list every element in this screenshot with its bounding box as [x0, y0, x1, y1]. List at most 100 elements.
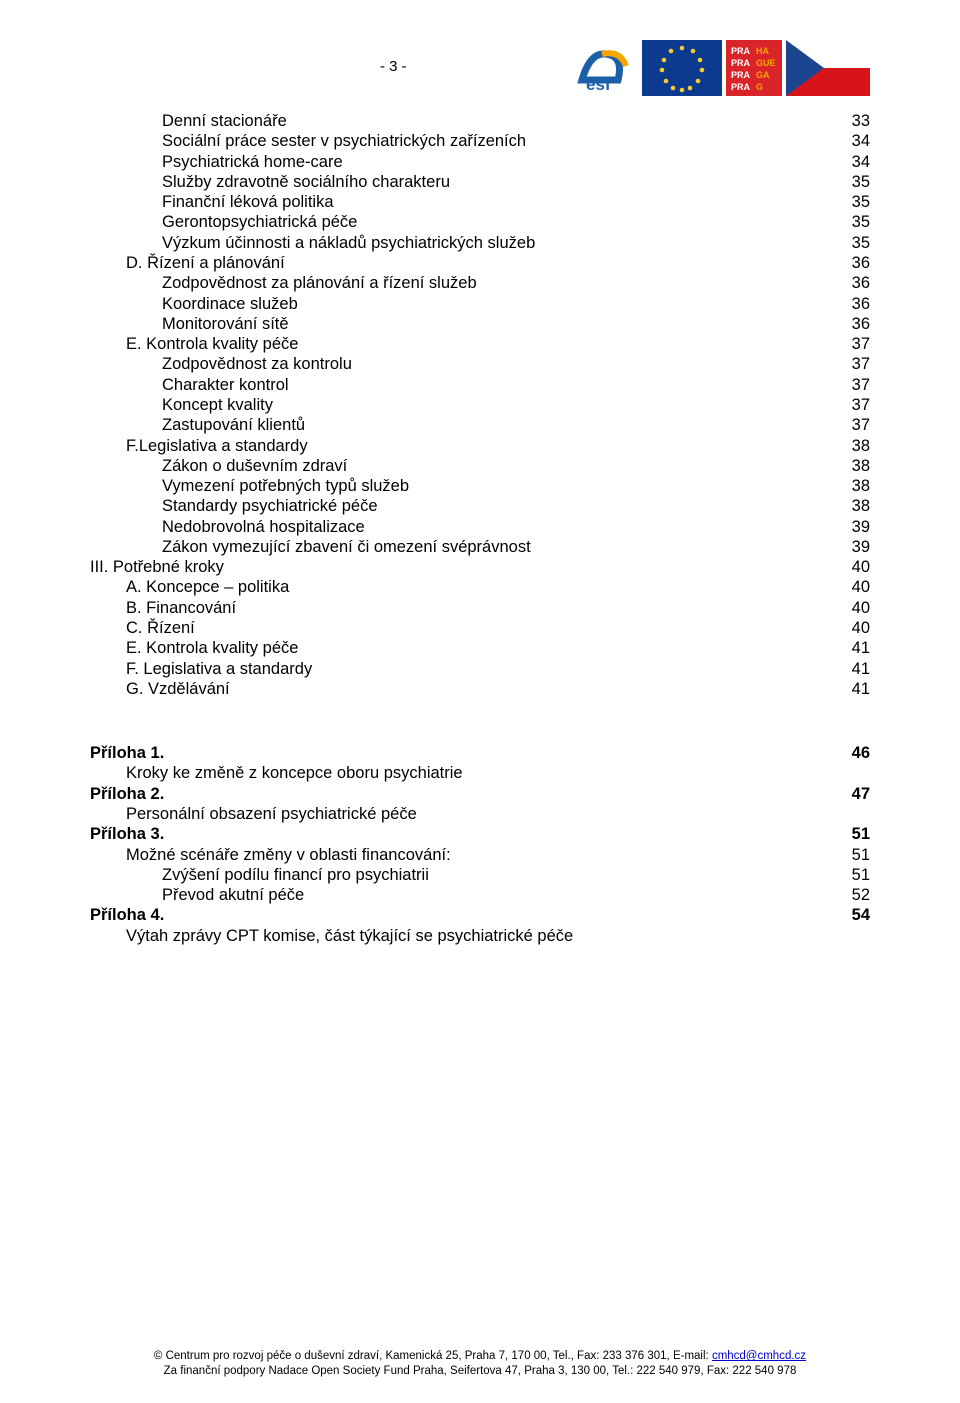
toc-label: G. Vzdělávání: [126, 679, 830, 699]
svg-text:esf: esf: [586, 75, 611, 94]
eu-flag-icon: [642, 40, 722, 101]
toc-label: Gerontopsychiatrická péče: [162, 212, 830, 232]
toc-label: D. Řízení a plánování: [126, 253, 830, 273]
toc-label: Zákon vymezující zbavení či omezení svép…: [162, 537, 830, 557]
toc-label: Možné scénáře změny v oblasti financován…: [126, 845, 830, 865]
page-footer: © Centrum pro rozvoj péče o duševní zdra…: [0, 1349, 960, 1379]
toc-label: Sociální práce sester v psychiatrických …: [162, 131, 830, 151]
toc-row: Koncept kvality37: [90, 395, 870, 415]
toc-row: Denní stacionáře33: [90, 111, 870, 131]
toc-row: Koordinace služeb36: [90, 294, 870, 314]
toc-page-number: 51: [830, 845, 870, 865]
toc-page-number: 40: [830, 618, 870, 638]
toc-row: III. Potřebné kroky40: [90, 557, 870, 577]
toc-row: Zákon o duševním zdraví38: [90, 456, 870, 476]
toc-label: Příloha 4.: [90, 905, 830, 925]
toc-page-number: 35: [830, 233, 870, 253]
toc-page-number: 46: [830, 743, 870, 763]
toc-page-number: 33: [830, 111, 870, 131]
esf-logo-icon: esf: [572, 40, 638, 101]
toc-label: Nedobrovolná hospitalizace: [162, 517, 830, 537]
toc-row: Monitorování sítě36: [90, 314, 870, 334]
svg-text:G: G: [756, 82, 763, 92]
toc-row: Příloha 3.51: [90, 824, 870, 844]
toc-label: E. Kontrola kvality péče: [126, 334, 830, 354]
toc-row: Zvýšení podílu financí pro psychiatrii51: [90, 865, 870, 885]
toc-row: A. Koncepce – politika40: [90, 577, 870, 597]
toc-row: Vymezení potřebných typů služeb38: [90, 476, 870, 496]
toc-label: B. Financování: [126, 598, 830, 618]
toc-row: Zodpovědnost za plánování a řízení služe…: [90, 273, 870, 293]
toc-label: F. Legislativa a standardy: [126, 659, 830, 679]
toc-label: Výzkum účinnosti a nákladů psychiatrický…: [162, 233, 830, 253]
toc-row: Finanční léková politika35: [90, 192, 870, 212]
toc-row: Příloha 2.47: [90, 784, 870, 804]
toc-label: Koordinace služeb: [162, 294, 830, 314]
toc-label: Zvýšení podílu financí pro psychiatrii: [162, 865, 830, 885]
toc-label: Zákon o duševním zdraví: [162, 456, 830, 476]
toc-page-number: 41: [830, 638, 870, 658]
toc-row: B. Financování40: [90, 598, 870, 618]
toc-row: G. Vzdělávání41: [90, 679, 870, 699]
toc-row: Příloha 1.46: [90, 743, 870, 763]
toc-page-number: 41: [830, 659, 870, 679]
toc-label: E. Kontrola kvality péče: [126, 638, 830, 658]
toc-page-number: 34: [830, 152, 870, 172]
toc-page-number: 35: [830, 212, 870, 232]
footer-line2-text: Za finanční podpory Nadace Open Society …: [0, 1364, 960, 1379]
toc-row: Služby zdravotně sociálního charakteru35: [90, 172, 870, 192]
toc-label: Zastupování klientů: [162, 415, 830, 435]
czech-flag-icon: [786, 40, 870, 101]
toc-page-number: 37: [830, 375, 870, 395]
toc-row: Sociální práce sester v psychiatrických …: [90, 131, 870, 151]
toc-row: Příloha 4.54: [90, 905, 870, 925]
toc-label: Vymezení potřebných typů služeb: [162, 476, 830, 496]
toc-page-number: 36: [830, 273, 870, 293]
toc-page-number: 52: [830, 885, 870, 905]
toc-page-number: 40: [830, 557, 870, 577]
svg-text:HA: HA: [756, 46, 769, 56]
toc-page-number: 38: [830, 436, 870, 456]
toc-label: Příloha 1.: [90, 743, 830, 763]
toc-row: Psychiatrická home-care34: [90, 152, 870, 172]
footer-email-link[interactable]: cmhcd@cmhcd.cz: [712, 1350, 806, 1362]
toc-page-number: 36: [830, 253, 870, 273]
toc-label: Finanční léková politika: [162, 192, 830, 212]
toc-page-number: 34: [830, 131, 870, 151]
toc-label: C. Řízení: [126, 618, 830, 638]
toc-page-number: 38: [830, 476, 870, 496]
toc-label: Charakter kontrol: [162, 375, 830, 395]
toc-label: A. Koncepce – politika: [126, 577, 830, 597]
toc-label: Standardy psychiatrické péče: [162, 496, 830, 516]
toc-page-number: 39: [830, 537, 870, 557]
svg-text:PRA: PRA: [731, 70, 751, 80]
toc-label: Služby zdravotně sociálního charakteru: [162, 172, 830, 192]
svg-text:PRA: PRA: [731, 46, 751, 56]
toc-page-number: 40: [830, 598, 870, 618]
toc-page-number: 37: [830, 334, 870, 354]
svg-text:PRA: PRA: [731, 82, 751, 92]
toc-page-number: 38: [830, 496, 870, 516]
header-logos: esf: [572, 40, 870, 101]
toc-label: Kroky ke změně z koncepce oboru psychiat…: [126, 763, 830, 783]
toc-label: Zodpovědnost za plánování a řízení služe…: [162, 273, 830, 293]
toc-row: F. Legislativa a standardy41: [90, 659, 870, 679]
svg-text:GUE: GUE: [756, 58, 776, 68]
toc-label: Koncept kvality: [162, 395, 830, 415]
toc-page-number: 35: [830, 172, 870, 192]
toc-label: Příloha 2.: [90, 784, 830, 804]
toc-label: Příloha 3.: [90, 824, 830, 844]
toc-page-number: 54: [830, 905, 870, 925]
toc-page-number: 41: [830, 679, 870, 699]
toc-row: Standardy psychiatrické péče38: [90, 496, 870, 516]
toc-row: E. Kontrola kvality péče41: [90, 638, 870, 658]
toc-row: Výzkum účinnosti a nákladů psychiatrický…: [90, 233, 870, 253]
svg-text:GA: GA: [756, 70, 770, 80]
toc-label: Monitorování sítě: [162, 314, 830, 334]
footer-line1-text: © Centrum pro rozvoj péče o duševní zdra…: [154, 1350, 712, 1362]
toc-row: Nedobrovolná hospitalizace39: [90, 517, 870, 537]
toc-page-number: 40: [830, 577, 870, 597]
toc-page-number: 37: [830, 354, 870, 374]
toc-label: Personální obsazení psychiatrické péče: [126, 804, 830, 824]
toc-page-number: 51: [830, 824, 870, 844]
